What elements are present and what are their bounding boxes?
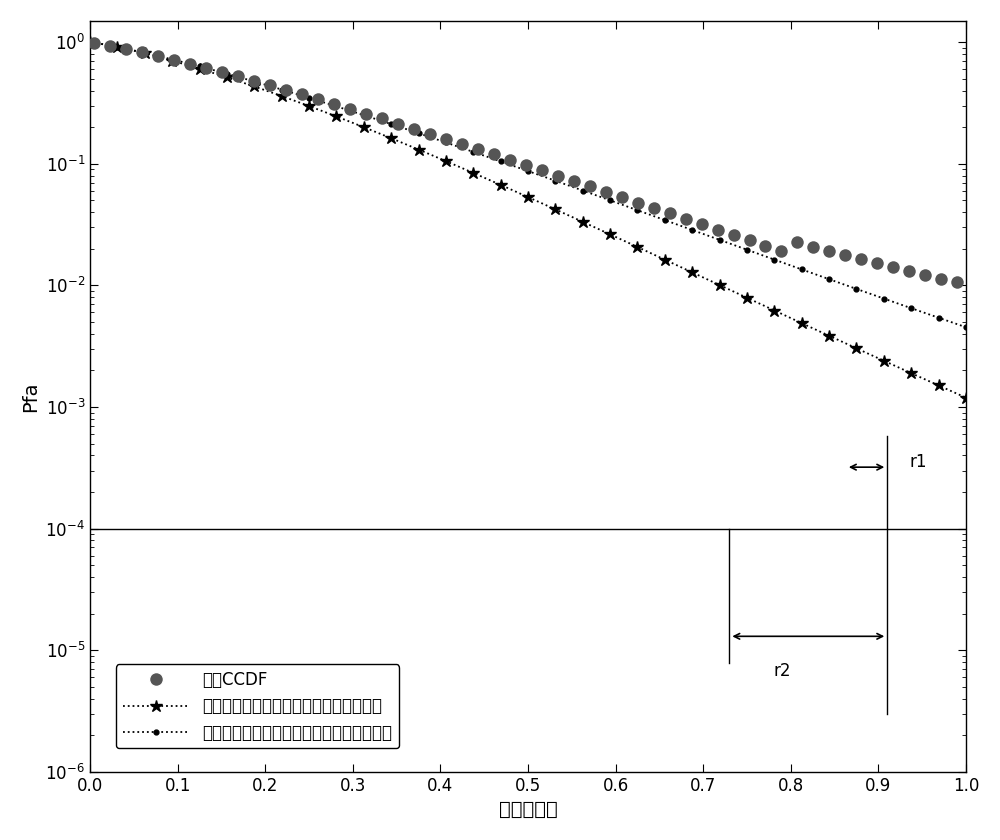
Y-axis label: Pfa: Pfa (21, 381, 40, 412)
Text: r2: r2 (773, 662, 791, 680)
X-axis label: 归一化幅度: 归一化幅度 (499, 801, 557, 819)
Legend: 经验CCDF, 理论模型曲线（采用已有参数估计方法）, 理论模型曲线（采用本专利参数估计方法）: 经验CCDF, 理论模型曲线（采用已有参数估计方法）, 理论模型曲线（采用本专利… (116, 664, 399, 748)
Text: r1: r1 (909, 454, 927, 471)
